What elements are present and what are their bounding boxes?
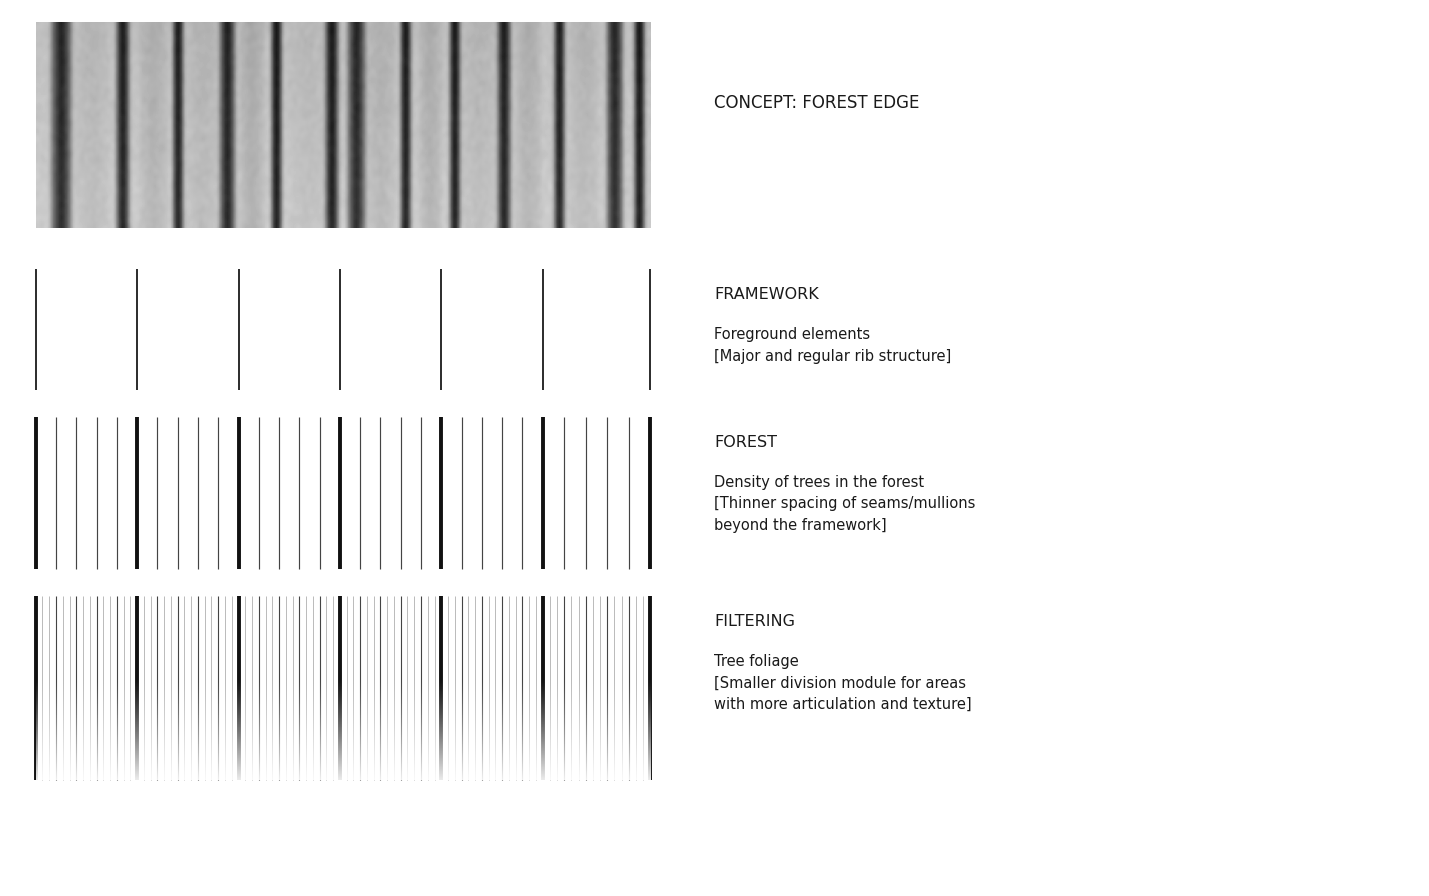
Text: FOREST: FOREST xyxy=(714,435,777,450)
Text: FRAMEWORK: FRAMEWORK xyxy=(714,287,819,302)
Text: Density of trees in the forest
[Thinner spacing of seams/mullions
beyond the fra: Density of trees in the forest [Thinner … xyxy=(714,475,976,533)
Text: CONCEPT: FOREST EDGE: CONCEPT: FOREST EDGE xyxy=(714,94,920,112)
Text: Foreground elements
[Major and regular rib structure]: Foreground elements [Major and regular r… xyxy=(714,327,952,364)
Text: Tree foliage
[Smaller division module for areas
with more articulation and textu: Tree foliage [Smaller division module fo… xyxy=(714,654,972,712)
Text: FILTERING: FILTERING xyxy=(714,614,796,629)
